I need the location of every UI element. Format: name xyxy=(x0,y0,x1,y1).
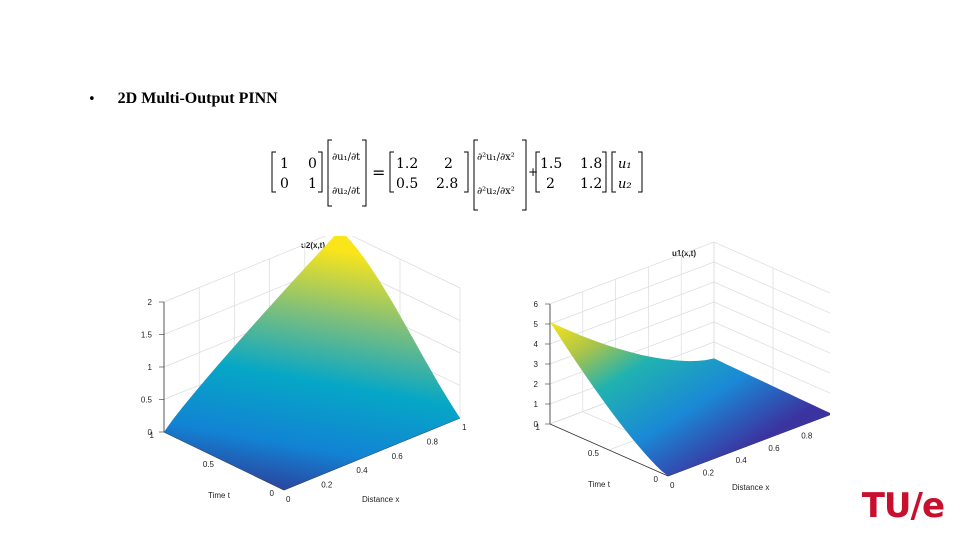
plus-sign: + xyxy=(528,165,538,179)
z-tick-label: 6 xyxy=(534,300,539,309)
z-tick-label: 4 xyxy=(534,340,539,349)
z-tick-label: 0 xyxy=(534,420,539,429)
t-tick-label: 1 xyxy=(536,423,541,432)
x-tick-label: 0.6 xyxy=(768,444,780,453)
x-tick-label: 0.8 xyxy=(801,431,813,440)
x-tick-label: 0.2 xyxy=(321,481,333,490)
x-tick-label: 0.4 xyxy=(736,456,748,465)
z-tick-label: 5 xyxy=(534,320,539,329)
z-tick-label: 1 xyxy=(148,363,153,372)
surface xyxy=(164,236,460,490)
ylabel: Time t xyxy=(588,480,611,489)
diff-m11: 2.8 xyxy=(436,176,458,192)
diff-m10: 0.5 xyxy=(396,176,418,192)
x-tick-label: 0 xyxy=(670,481,675,490)
x-tick-label: 1 xyxy=(462,423,467,432)
state-vector: u₁ u₂ xyxy=(611,151,643,193)
slide-heading: 2D Multi-Output PINN xyxy=(117,90,278,107)
bullet-point: • xyxy=(88,91,96,107)
reaction-matrix: 1.5 1.8 2 1.2 xyxy=(535,151,607,193)
pde-equation: 1 0 0 1 ∂u₁/∂t ∂u₂/∂t = 1.2 2 0.5 2.8 ∂²… xyxy=(271,139,643,211)
equals-sign: = xyxy=(372,163,385,182)
ylabel: Time t xyxy=(208,491,231,500)
tue-logo: TU/e xyxy=(861,486,945,526)
diff-m00: 1.2 xyxy=(396,156,418,172)
z-tick-label: 3 xyxy=(534,360,539,369)
z-tick-label: 0 xyxy=(148,428,153,437)
react-m00: 1.5 xyxy=(540,156,562,172)
grid-line xyxy=(163,236,461,303)
xlabel: Distance x xyxy=(732,483,769,492)
lhs-m10: 0 xyxy=(280,176,289,192)
xlabel: Distance x xyxy=(362,495,399,504)
react-m01: 1.8 xyxy=(580,156,602,172)
lhs-vector: ∂u₁/∂t ∂u₂/∂t xyxy=(327,139,367,207)
lhs-m01: 0 xyxy=(308,156,317,172)
surface-patch xyxy=(550,322,830,476)
diff-vector: ∂²u₁/∂x² ∂²u₂/∂x² xyxy=(473,139,527,211)
react-m10: 2 xyxy=(546,176,555,192)
z-tick-label: 1.5 xyxy=(141,331,153,340)
t-tick-label: 0 xyxy=(654,475,659,484)
z-tick-label: 1 xyxy=(534,400,539,409)
z-tick-label: 2 xyxy=(534,380,539,389)
surface xyxy=(550,322,830,476)
react-m11: 1.2 xyxy=(580,176,602,192)
t-tick-label: 1 xyxy=(150,431,155,440)
lhs-matrix: 1 0 0 1 xyxy=(271,151,323,193)
t-tick-label: 0.5 xyxy=(588,449,600,458)
t-tick-label: 0.5 xyxy=(203,460,215,469)
x-tick-label: 0.6 xyxy=(392,452,404,461)
lhs-v1: ∂u₂/∂t xyxy=(332,186,360,197)
surface-patch xyxy=(164,236,460,490)
heading-row: • 2D Multi-Output PINN xyxy=(88,90,278,108)
lhs-m11: 1 xyxy=(308,176,317,192)
diff-v0: ∂²u₁/∂x² xyxy=(477,152,515,163)
x-tick-label: 0 xyxy=(286,495,291,504)
x-tick-label: 0.4 xyxy=(356,466,368,475)
t-axis xyxy=(549,423,669,477)
state-v1: u₂ xyxy=(618,177,632,192)
state-v0: u₁ xyxy=(618,157,632,172)
x-tick-label: 0.2 xyxy=(703,469,715,478)
t-tick-label: 0 xyxy=(270,489,275,498)
lhs-m00: 1 xyxy=(280,156,289,172)
x-tick-label: 0.8 xyxy=(427,437,439,446)
z-tick-label: 2 xyxy=(148,298,153,307)
diff-m01: 2 xyxy=(444,156,453,172)
diffusion-matrix: 1.2 2 0.5 2.8 xyxy=(389,151,469,193)
z-tick-label: 0.5 xyxy=(141,396,153,405)
lhs-v0: ∂u₁/∂t xyxy=(332,152,360,163)
diff-v1: ∂²u₂/∂x² xyxy=(477,186,515,197)
chart-title: u2(x,t) xyxy=(301,241,325,250)
